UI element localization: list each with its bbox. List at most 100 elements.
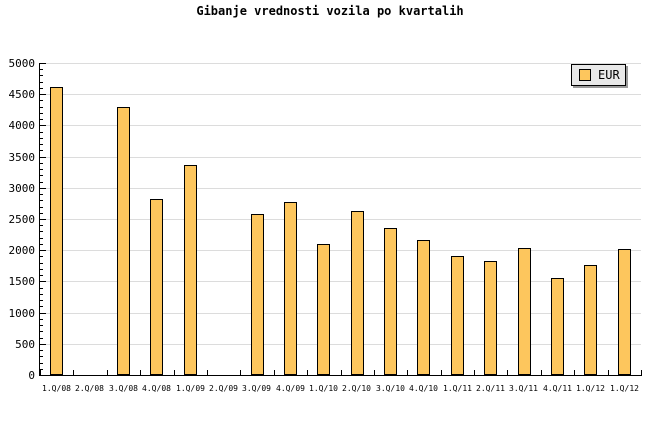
y-axis-label: 2500 bbox=[8, 213, 36, 226]
y-gridline bbox=[40, 157, 641, 158]
y-minor-tick bbox=[40, 231, 43, 232]
y-minor-tick bbox=[40, 69, 43, 70]
bar-1q08 bbox=[50, 87, 63, 375]
y-axis-label: 1500 bbox=[8, 275, 36, 288]
x-axis-label: 1.Q/12 bbox=[576, 384, 605, 393]
y-gridline bbox=[40, 313, 641, 314]
y-axis-label: 500 bbox=[15, 338, 35, 351]
x-axis-label: 1.Q/12 bbox=[610, 384, 639, 393]
y-minor-tick bbox=[40, 263, 43, 264]
bar-1q11 bbox=[451, 256, 464, 375]
y-major-tick bbox=[40, 125, 46, 126]
chart-title: Gibanje vrednosti vozila po kvartalih bbox=[196, 4, 464, 18]
y-gridline bbox=[40, 63, 641, 64]
legend-label-eur: EUR bbox=[598, 68, 620, 82]
x-tick bbox=[73, 370, 74, 375]
legend-box: EUR bbox=[571, 64, 626, 86]
x-tick bbox=[274, 370, 275, 375]
y-gridline bbox=[40, 250, 641, 251]
bar-1q12 bbox=[618, 249, 631, 375]
x-axis-label: 3.Q/11 bbox=[509, 384, 538, 393]
y-minor-tick bbox=[40, 113, 43, 114]
y-gridline bbox=[40, 219, 641, 220]
bar-2q10 bbox=[351, 211, 364, 375]
y-axis-label: 1000 bbox=[8, 307, 36, 320]
x-tick bbox=[307, 370, 308, 375]
y-axis-line bbox=[39, 63, 40, 376]
x-axis-label: 1.Q/10 bbox=[309, 384, 338, 393]
x-axis-label: 4.Q/10 bbox=[409, 384, 438, 393]
y-minor-tick bbox=[40, 338, 43, 339]
y-minor-tick bbox=[40, 306, 43, 307]
y-gridline bbox=[40, 344, 641, 345]
y-minor-tick bbox=[40, 294, 43, 295]
y-major-tick bbox=[40, 313, 46, 314]
y-gridline bbox=[40, 188, 641, 189]
x-axis-label: 1.Q/11 bbox=[443, 384, 472, 393]
y-major-tick bbox=[40, 250, 46, 251]
legend-swatch-eur bbox=[579, 69, 591, 81]
x-tick bbox=[507, 370, 508, 375]
y-major-tick bbox=[40, 157, 46, 158]
y-major-tick bbox=[40, 219, 46, 220]
y-gridline bbox=[40, 281, 641, 282]
x-axis-label: 3.Q/09 bbox=[242, 384, 271, 393]
x-tick bbox=[641, 370, 642, 375]
x-tick bbox=[207, 370, 208, 375]
y-minor-tick bbox=[40, 256, 43, 257]
y-minor-tick bbox=[40, 182, 43, 183]
x-axis-label: 2.Q/11 bbox=[476, 384, 505, 393]
y-minor-tick bbox=[40, 138, 43, 139]
y-major-tick bbox=[40, 188, 46, 189]
y-minor-tick bbox=[40, 319, 43, 320]
bar-2q11 bbox=[484, 261, 497, 375]
y-minor-tick bbox=[40, 213, 43, 214]
y-minor-tick bbox=[40, 100, 43, 101]
y-major-tick bbox=[40, 344, 46, 345]
y-minor-tick bbox=[40, 169, 43, 170]
y-minor-tick bbox=[40, 194, 43, 195]
bar-1q10 bbox=[317, 244, 330, 375]
y-minor-tick bbox=[40, 356, 43, 357]
y-major-tick bbox=[40, 281, 46, 282]
x-tick bbox=[474, 370, 475, 375]
y-minor-tick bbox=[40, 288, 43, 289]
y-minor-tick bbox=[40, 350, 43, 351]
x-tick bbox=[40, 370, 41, 375]
y-minor-tick bbox=[40, 119, 43, 120]
x-tick bbox=[541, 370, 542, 375]
bar-3q10 bbox=[384, 228, 397, 375]
y-minor-tick bbox=[40, 225, 43, 226]
y-minor-tick bbox=[40, 200, 43, 201]
y-minor-tick bbox=[40, 275, 43, 276]
y-minor-tick bbox=[40, 132, 43, 133]
y-axis-label: 4000 bbox=[8, 119, 36, 132]
y-axis-label: 0 bbox=[28, 369, 35, 382]
y-gridline bbox=[40, 94, 641, 95]
bar-3q11 bbox=[518, 248, 531, 375]
y-minor-tick bbox=[40, 331, 43, 332]
y-minor-tick bbox=[40, 207, 43, 208]
y-major-tick bbox=[40, 94, 46, 95]
x-tick bbox=[574, 370, 575, 375]
x-axis-label: 3.Q/10 bbox=[376, 384, 405, 393]
x-axis-label: 2.Q/08 bbox=[75, 384, 104, 393]
x-axis-label: 4.Q/11 bbox=[543, 384, 572, 393]
x-axis-label: 2.Q/10 bbox=[342, 384, 371, 393]
y-axis-label: 2000 bbox=[8, 244, 36, 257]
bar-4q10 bbox=[417, 240, 430, 375]
y-minor-tick bbox=[40, 363, 43, 364]
bar-1q09 bbox=[184, 165, 197, 375]
x-axis-label: 3.Q/08 bbox=[109, 384, 138, 393]
y-axis-label: 4500 bbox=[8, 88, 36, 101]
y-minor-tick bbox=[40, 269, 43, 270]
x-axis-label: 1.Q/08 bbox=[42, 384, 71, 393]
bar-4q09 bbox=[284, 202, 297, 375]
y-minor-tick bbox=[40, 150, 43, 151]
y-minor-tick bbox=[40, 144, 43, 145]
y-minor-tick bbox=[40, 175, 43, 176]
bar-1q12 bbox=[584, 265, 597, 375]
bar-4q11 bbox=[551, 278, 564, 375]
x-axis-line bbox=[39, 375, 642, 376]
x-tick bbox=[441, 370, 442, 375]
